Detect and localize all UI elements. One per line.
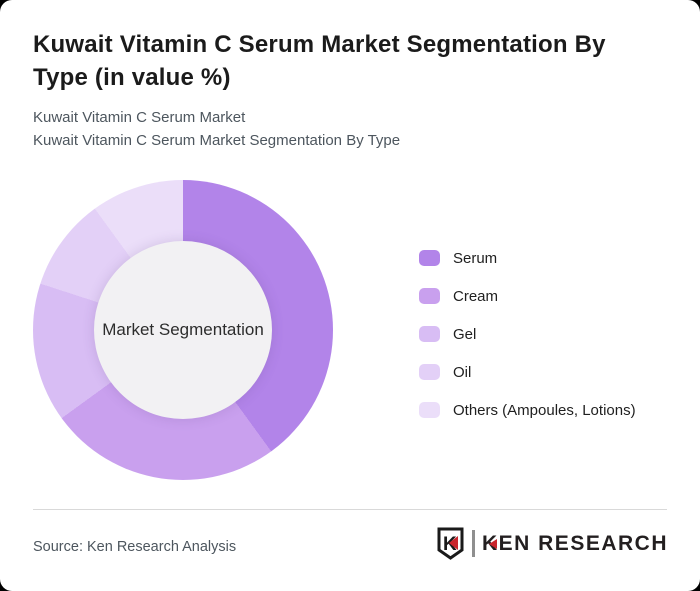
legend-swatch-gel bbox=[419, 326, 440, 342]
legend-label-oil: Oil bbox=[453, 363, 472, 381]
subtitle-block: Kuwait Vitamin C Serum Market Kuwait Vit… bbox=[33, 106, 400, 152]
legend-item-others: Others (Ampoules, Lotions) bbox=[419, 401, 636, 419]
legend-item-cream: Cream bbox=[419, 287, 636, 305]
page-title-line-1: Kuwait Vitamin C Serum Market Segmentati… bbox=[33, 31, 606, 58]
logo-separator bbox=[471, 530, 475, 557]
subtitle-line-2: Kuwait Vitamin C Serum Market Segmentati… bbox=[33, 132, 401, 149]
legend-item-gel: Gel bbox=[419, 325, 636, 343]
legend-label-others: Others (Ampoules, Lotions) bbox=[453, 401, 636, 419]
source-text: Source: Ken Research Analysis bbox=[33, 539, 237, 555]
logo-wordmark-wrap: KEN RESEARCH bbox=[482, 532, 668, 556]
legend-item-serum: Serum bbox=[419, 249, 636, 267]
donut-center-label: Market Segmentation bbox=[102, 320, 264, 339]
logo-monogram-red-triangle-icon bbox=[448, 536, 458, 550]
logo-wordmark-red-triangle-icon bbox=[488, 538, 497, 549]
ken-research-logo: K KEN RESEARCH bbox=[437, 527, 668, 560]
legend-swatch-oil bbox=[419, 364, 440, 380]
page-title: Kuwait Vitamin C Serum Market Segmentati… bbox=[33, 28, 663, 94]
chart-legend: Serum Cream Gel Oil Others (Ampoules, Lo… bbox=[419, 250, 636, 440]
donut-chart: Market Segmentation bbox=[33, 180, 333, 480]
donut-center: Market Segmentation bbox=[94, 241, 272, 419]
legend-swatch-others bbox=[419, 402, 440, 418]
logo-wordmark: KEN RESEARCH bbox=[481, 531, 668, 555]
legend-item-oil: Oil bbox=[419, 363, 636, 381]
page-title-line-2: Type (in value %) bbox=[33, 64, 231, 91]
logo-shield-icon: K bbox=[437, 527, 464, 560]
legend-label-gel: Gel bbox=[453, 325, 477, 343]
logo-monogram: K bbox=[443, 534, 457, 555]
legend-label-cream: Cream bbox=[453, 287, 499, 305]
legend-label-serum: Serum bbox=[453, 249, 498, 267]
legend-swatch-serum bbox=[419, 250, 440, 266]
footer-divider bbox=[33, 509, 667, 510]
legend-swatch-cream bbox=[419, 288, 440, 304]
subtitle-line-1: Kuwait Vitamin C Serum Market bbox=[33, 109, 246, 126]
